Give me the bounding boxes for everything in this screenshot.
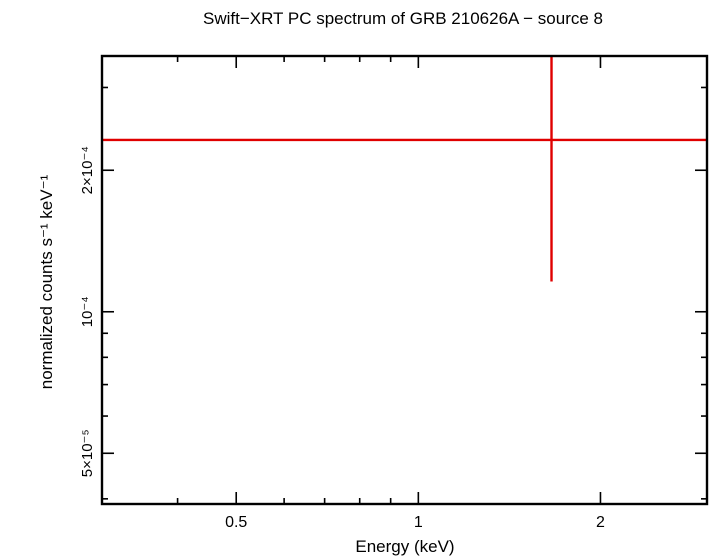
x-tick-label: 2 — [596, 514, 605, 531]
y-tick-label: 10⁻⁴ — [79, 296, 96, 327]
chart-title: Swift−XRT PC spectrum of GRB 210626A − s… — [203, 9, 603, 28]
x-tick-label: 0.5 — [225, 514, 247, 531]
plot-frame — [100, 54, 709, 506]
y-axis-label: normalized counts s⁻¹ keV⁻¹ — [37, 174, 56, 389]
tick-labels: 0.5 1 2 5×10⁻⁵ 10⁻⁴ 2×10⁻⁴ — [79, 146, 605, 531]
tick-marks — [101, 56, 708, 504]
x-tick-label: 1 — [414, 514, 423, 531]
plot-series — [102, 56, 707, 282]
y-tick-label: 5×10⁻⁵ — [79, 429, 96, 477]
y-tick-label: 2×10⁻⁴ — [79, 146, 96, 194]
x-axis-label: Energy (keV) — [355, 537, 454, 556]
